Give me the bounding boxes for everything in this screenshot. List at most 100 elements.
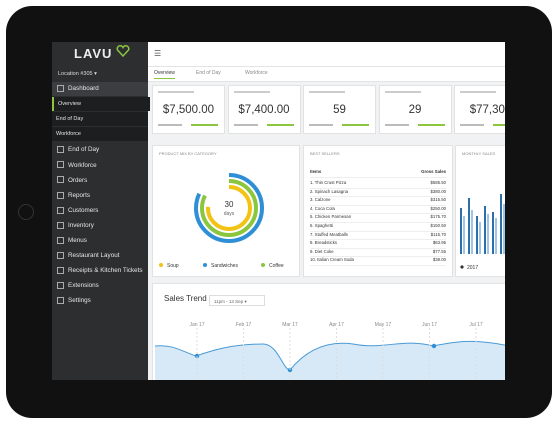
table-row: 7. Stuffed Meatballs $115.70 <box>310 231 446 241</box>
item: 2. Spinach Lasagna <box>310 188 348 194</box>
icon <box>57 176 64 184</box>
stat-card: $7,400.00 <box>227 85 301 134</box>
donut-label: days <box>224 211 235 217</box>
icon <box>57 146 64 154</box>
date-range: 11pm - 13 Sep <box>214 299 244 304</box>
date-range-select[interactable]: 11pm - 13 Sep ▾ <box>209 295 265 306</box>
panel-title: MONTHLY SALES <box>462 151 496 156</box>
item: 8. Breadsticks <box>310 240 337 246</box>
legend-label: Coffee <box>269 263 284 269</box>
column-header: Items <box>310 169 322 174</box>
sales-trend-panel: Sales Trend 11pm - 13 Sep ▾ Jan 17 Feb 17… <box>152 283 505 380</box>
table-row: 10. Italian Cream Soda $38.00 <box>310 256 446 266</box>
sidebar-item[interactable]: Extensions <box>52 279 148 293</box>
card-foot <box>384 124 445 126</box>
gross-sales: $38.00 <box>432 257 446 263</box>
card-caption <box>309 91 345 93</box>
icon <box>57 221 64 229</box>
item: 5. Chicken Parmesan <box>310 214 352 220</box>
sidebar-item[interactable]: End of Day <box>52 112 148 127</box>
legend-label: 2017 <box>467 265 478 271</box>
gross-sales: $250.00 <box>430 205 446 211</box>
logo-heart <box>116 45 130 57</box>
icon <box>57 251 64 259</box>
gross-sales: $175.70 <box>430 214 446 220</box>
legend-label: Soup <box>167 263 179 269</box>
legend-swatch <box>261 263 265 267</box>
sidebar-item[interactable]: Inventory <box>52 219 148 233</box>
label: End of Day <box>68 146 100 154</box>
table-row: 1. Thin Crust Pizza $585.50 <box>310 179 446 189</box>
label: Customers <box>68 206 99 214</box>
card-foot <box>309 124 369 126</box>
gross-sales: $63.95 <box>432 240 446 246</box>
sidebar-item[interactable]: Overview <box>52 97 150 112</box>
legend-item: Soup <box>159 263 179 269</box>
screen: LAVU Location #305 ▾ Dashboard Overview En… <box>52 42 505 380</box>
card-value: $7,400.00 <box>238 104 290 116</box>
logo: LAVU <box>74 46 113 61</box>
x-tick-label: Jan 17 <box>189 322 204 328</box>
icon <box>57 297 64 305</box>
label: Dashboard <box>68 85 99 92</box>
sidebar-item[interactable]: Customers <box>52 204 148 218</box>
home-button[interactable] <box>18 204 34 220</box>
legend-item: Sandwiches <box>203 263 238 269</box>
icon <box>57 282 64 290</box>
sidebar-item[interactable]: Dashboard <box>52 82 148 96</box>
label: Menus <box>68 237 87 244</box>
label: Settings <box>68 297 91 305</box>
card-value: 29 <box>408 104 422 116</box>
label: Extensions <box>68 282 99 290</box>
label: End of Day <box>56 116 84 123</box>
sidebar-item[interactable]: Orders <box>52 174 148 188</box>
best-sellers-panel: BEST SELLERS Items Gross Sales 1. Thin Cru… <box>303 145 453 277</box>
sidebar-item[interactable]: Settings <box>52 294 148 308</box>
stat-card: 59 <box>303 85 376 134</box>
panel-title: Sales Trend <box>164 294 207 303</box>
stat-card: 29 <box>378 85 452 134</box>
sidebar-item[interactable]: Workforce <box>52 159 148 173</box>
sidebar-item[interactable]: Receipts & Kitchen Tickets <box>52 264 148 278</box>
sidebar-item[interactable]: Restaurant Layout <box>52 249 148 263</box>
sidebar-item[interactable]: Reports <box>52 189 148 203</box>
tab[interactable]: End of Day <box>196 70 221 76</box>
stat-card: $77,300 <box>454 85 505 134</box>
sidebar-item[interactable]: Workforce <box>52 127 148 142</box>
table-row: 3. Calzone $315.50 <box>310 196 446 206</box>
sidebar-item[interactable]: End of Day <box>52 143 148 157</box>
card-foot <box>460 124 505 126</box>
stat-card: $7,500.00 <box>152 85 225 134</box>
card-foot <box>233 124 294 126</box>
panel-title: PRODUCT MIX BY CATEGORY <box>159 151 217 156</box>
location: Location #305 <box>58 71 93 77</box>
card-value: $7,500.00 <box>162 104 215 116</box>
x-tick-label: Jul 17 <box>469 322 483 328</box>
label: Inventory <box>68 221 94 229</box>
item: 4. Coca Cola <box>310 205 335 211</box>
column-header: Gross Sales <box>421 169 446 174</box>
table-row: 5. Chicken Parmesan $175.70 <box>310 213 446 223</box>
item: 9. Diet Coke <box>310 248 334 254</box>
label: Overview <box>58 101 81 108</box>
monthly-sales-panel: MONTHLY SALES 2017 <box>455 145 505 277</box>
location-select[interactable]: Location #305 ▾ <box>58 71 97 77</box>
label: Workforce <box>68 161 97 169</box>
x-tick-label: Jun 17 <box>422 322 437 328</box>
gross-sales: $115.70 <box>430 231 446 237</box>
gross-sales: $150.50 <box>430 223 446 228</box>
label: Receipts & Kitchen Tickets <box>68 267 143 275</box>
label: Workforce <box>56 131 81 138</box>
x-tick-label: Mar 17 <box>282 322 298 328</box>
gross-sales: $77.55 <box>432 248 446 254</box>
tab[interactable]: Workforce <box>245 70 268 76</box>
icon <box>57 161 64 169</box>
tab[interactable]: Overview <box>154 70 175 79</box>
menu-button[interactable]: ☰ <box>154 49 162 58</box>
sidebar-item[interactable]: Menus <box>52 234 148 248</box>
icon <box>57 267 64 275</box>
product-mix-panel: PRODUCT MIX BY CATEGORY 30 days Soup Sand… <box>152 145 300 277</box>
bar-chart: 2017 <box>460 194 505 271</box>
label: Restaurant Layout <box>68 252 120 260</box>
card-foot <box>158 124 218 126</box>
